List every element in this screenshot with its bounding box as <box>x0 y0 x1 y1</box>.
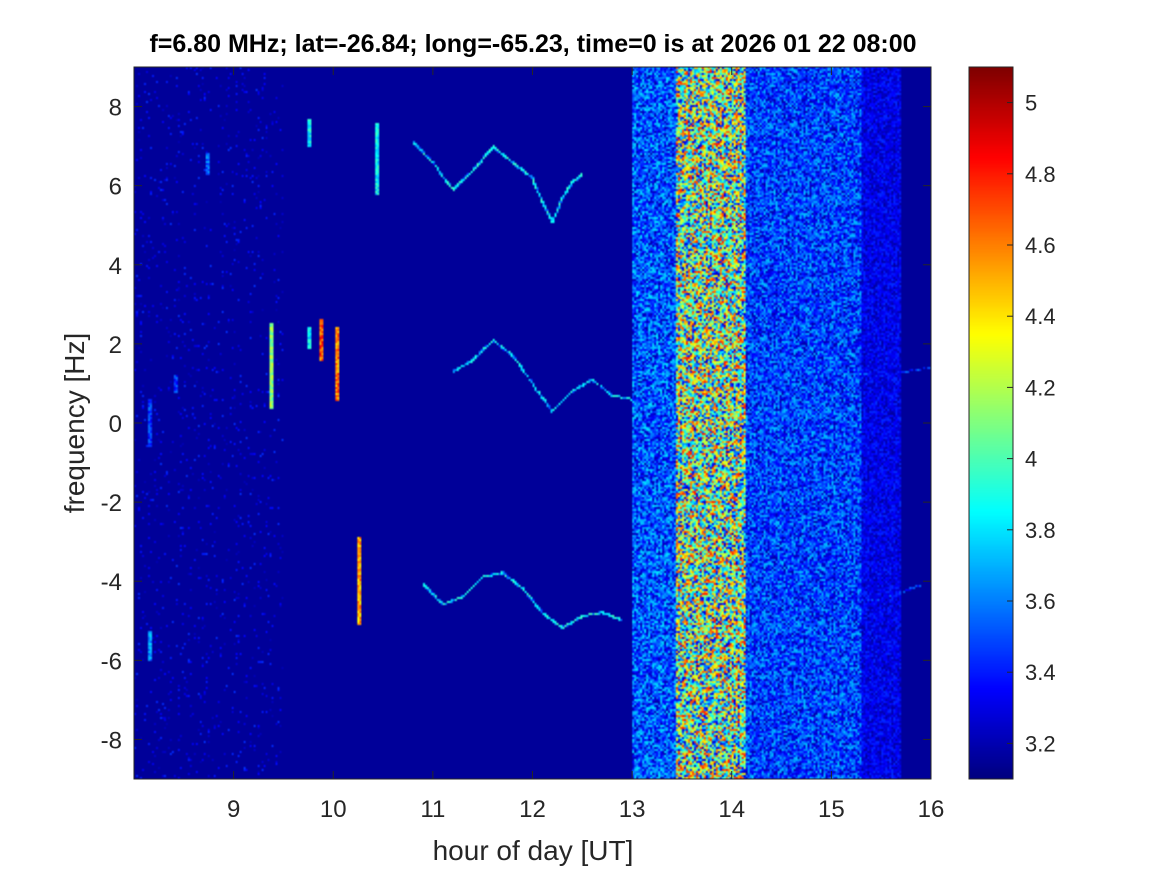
colorbar-tick-label: 4 <box>1025 447 1037 472</box>
x-tick-label: 11 <box>420 796 445 823</box>
y-axis: -8 -6 -4 -2 0 2 4 6 8 <box>101 95 931 754</box>
colorbar-gradient <box>969 67 1013 779</box>
x-tick-label: 15 <box>818 796 845 823</box>
x-tick-label: 9 <box>227 796 240 823</box>
chart-title: f=6.80 MHz; lat=-26.84; long=-65.23, tim… <box>149 30 916 58</box>
x-axis: 9 10 11 12 13 14 15 16 <box>227 67 944 823</box>
y-axis-label: frequency [Hz] <box>59 333 90 514</box>
colorbar-tick-label: 3.2 <box>1025 731 1056 756</box>
x-tick-label: 14 <box>718 796 745 823</box>
colorbar-tick-label: 4.8 <box>1025 162 1056 187</box>
colorbar-tick-label: 3.4 <box>1025 660 1056 685</box>
colorbar-tick-label: 3.8 <box>1025 518 1056 543</box>
spectrogram-heatmap <box>134 67 931 779</box>
colorbar-ticks: 3.2 3.4 3.6 3.8 4 4.2 4.4 4.6 4.8 5 <box>1007 91 1056 756</box>
colorbar-tick-label: 4.2 <box>1025 375 1056 400</box>
x-tick-label: 10 <box>320 796 347 823</box>
y-tick-label: -4 <box>101 569 122 596</box>
y-tick-label: -2 <box>101 490 122 517</box>
y-tick-label: -8 <box>101 727 122 754</box>
y-tick-label: -6 <box>101 648 122 675</box>
y-tick-label: 4 <box>109 253 122 280</box>
plot-area <box>133 66 932 780</box>
colorbar-tick-label: 4.6 <box>1025 233 1056 258</box>
colorbar-tick-label: 3.6 <box>1025 589 1056 614</box>
colorbar-frame <box>968 66 1014 780</box>
colorbar-tick-label: 5 <box>1025 91 1037 116</box>
x-tick-label: 13 <box>619 796 646 823</box>
colorbar: 3.2 3.4 3.6 3.8 4 4.2 4.4 4.6 4.8 5 <box>968 66 1056 780</box>
y-tick-label: 0 <box>109 411 122 438</box>
y-tick-label: 6 <box>109 174 122 201</box>
x-tick-label: 16 <box>918 796 945 823</box>
x-axis-label: hour of day [UT] <box>433 835 634 866</box>
colorbar-tick-label: 4.4 <box>1025 304 1056 329</box>
x-tick-label: 12 <box>519 796 546 823</box>
y-tick-label: 2 <box>109 332 122 359</box>
y-tick-label: 8 <box>109 95 122 122</box>
